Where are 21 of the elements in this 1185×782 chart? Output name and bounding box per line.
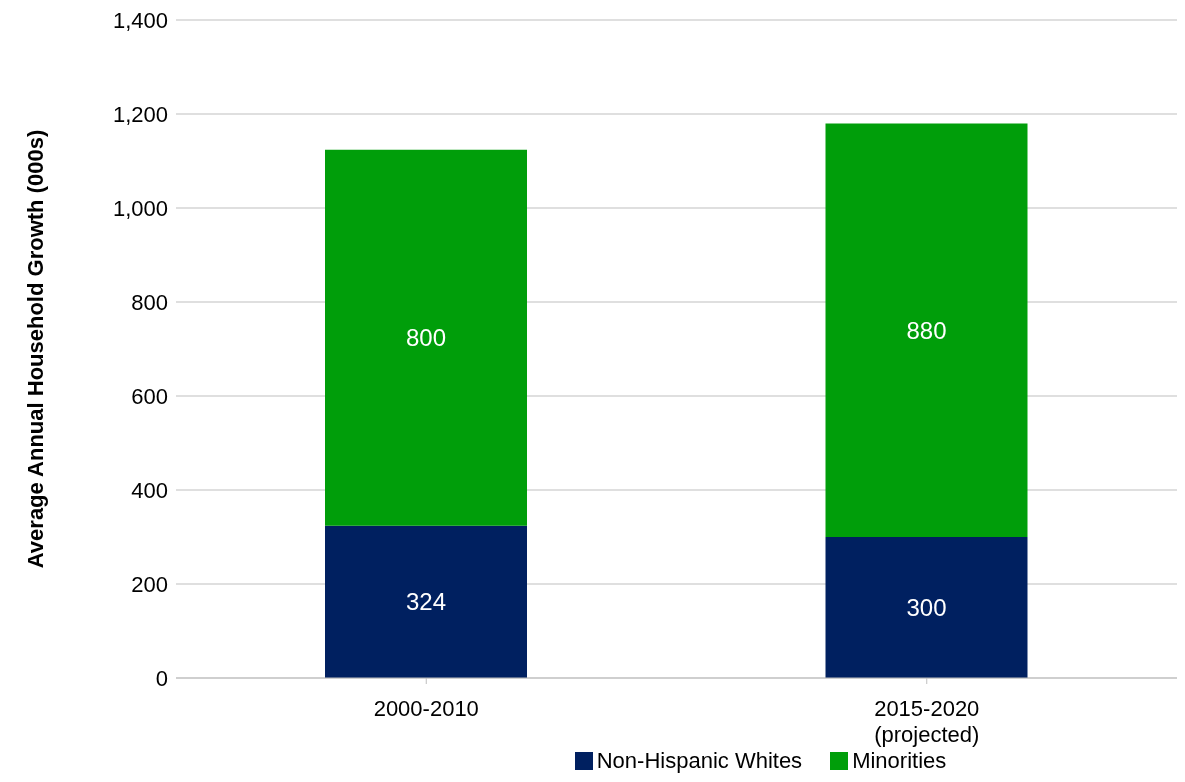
bar [825, 537, 1028, 678]
data-label: 880 [906, 316, 947, 344]
y-tick-label: 800 [131, 289, 168, 315]
y-tick-label: 400 [131, 477, 168, 503]
bar [325, 525, 527, 678]
legend-label: Non-Hispanic Whites [596, 748, 803, 774]
data-label: 300 [906, 594, 947, 622]
y-tick-label: 1,000 [112, 195, 168, 221]
bar [825, 123, 1028, 537]
x-tick-label: 2015-2020 (projected) [874, 696, 980, 747]
y-tick-label: 0 [155, 665, 168, 691]
y-tick-label: 1,200 [112, 101, 168, 127]
y-tick-label: 600 [131, 383, 168, 409]
legend-label: Minorities [852, 748, 947, 774]
y-tick-label: 200 [131, 571, 168, 597]
data-label: 324 [405, 588, 447, 616]
data-label: 800 [405, 324, 447, 352]
y-axis-title: Average Annual Household Growth (000s) [22, 129, 48, 569]
y-tick-label: 1,400 [112, 7, 168, 33]
bar [325, 149, 527, 526]
x-tick-label: 2000-2010 [373, 696, 479, 721]
